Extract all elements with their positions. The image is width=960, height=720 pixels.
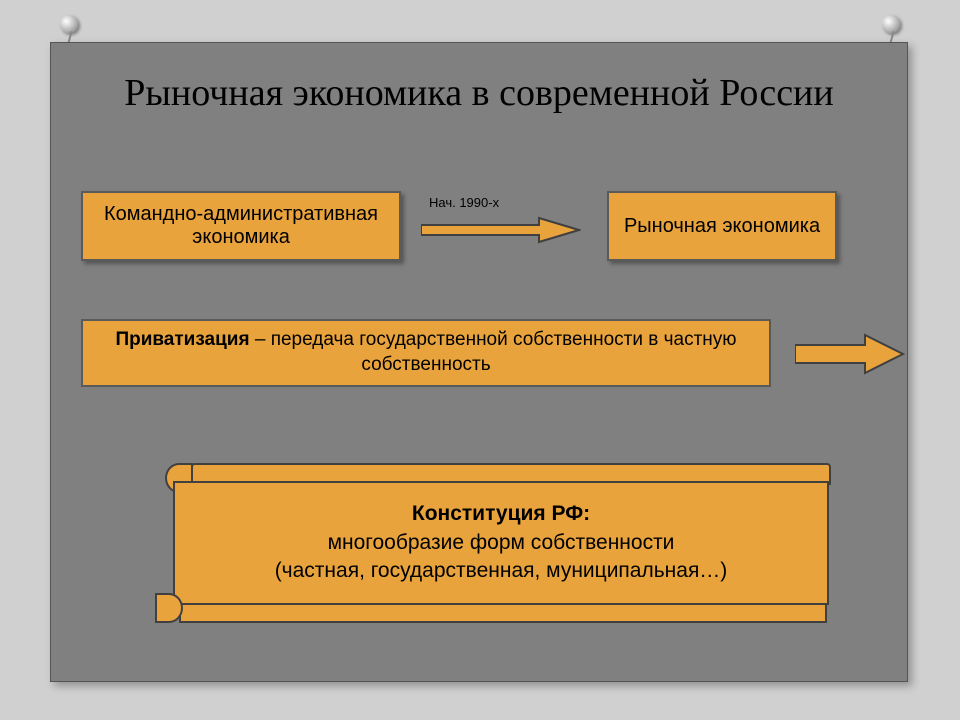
- scroll-curl-bottom-icon: [155, 593, 183, 623]
- constitution-body: Конституция РФ: многообразие форм собств…: [173, 481, 829, 605]
- market-economy-box: Рыночная экономика: [607, 191, 837, 261]
- constitution-line1: многообразие форм собственности: [328, 529, 675, 557]
- privatization-definition: – передача государственной собственности…: [250, 329, 737, 375]
- command-economy-box: Командно-административная экономика: [81, 191, 401, 261]
- constitution-line2: (частная, государственная, муниципальная…: [275, 557, 728, 585]
- pin-right-icon: [882, 15, 900, 33]
- privatization-term: Приватизация: [115, 329, 249, 350]
- arrow-year-label: Нач. 1990-х: [429, 195, 499, 210]
- privatization-arrow-icon: [795, 331, 905, 377]
- constitution-scroll: Конституция РФ: многообразие форм собств…: [161, 463, 841, 623]
- constitution-heading: Конституция РФ:: [412, 500, 590, 528]
- slide-panel: Рыночная экономика в современной России …: [50, 42, 908, 682]
- page-title: Рыночная экономика в современной России: [51, 43, 907, 129]
- transition-row: Командно-административная экономика Нач.…: [51, 191, 907, 271]
- transition-arrow-icon: [421, 215, 581, 245]
- privatization-box: Приватизация – передача государственной …: [81, 319, 771, 387]
- pin-left-icon: [60, 15, 78, 33]
- scroll-bottom-bar: [179, 605, 827, 623]
